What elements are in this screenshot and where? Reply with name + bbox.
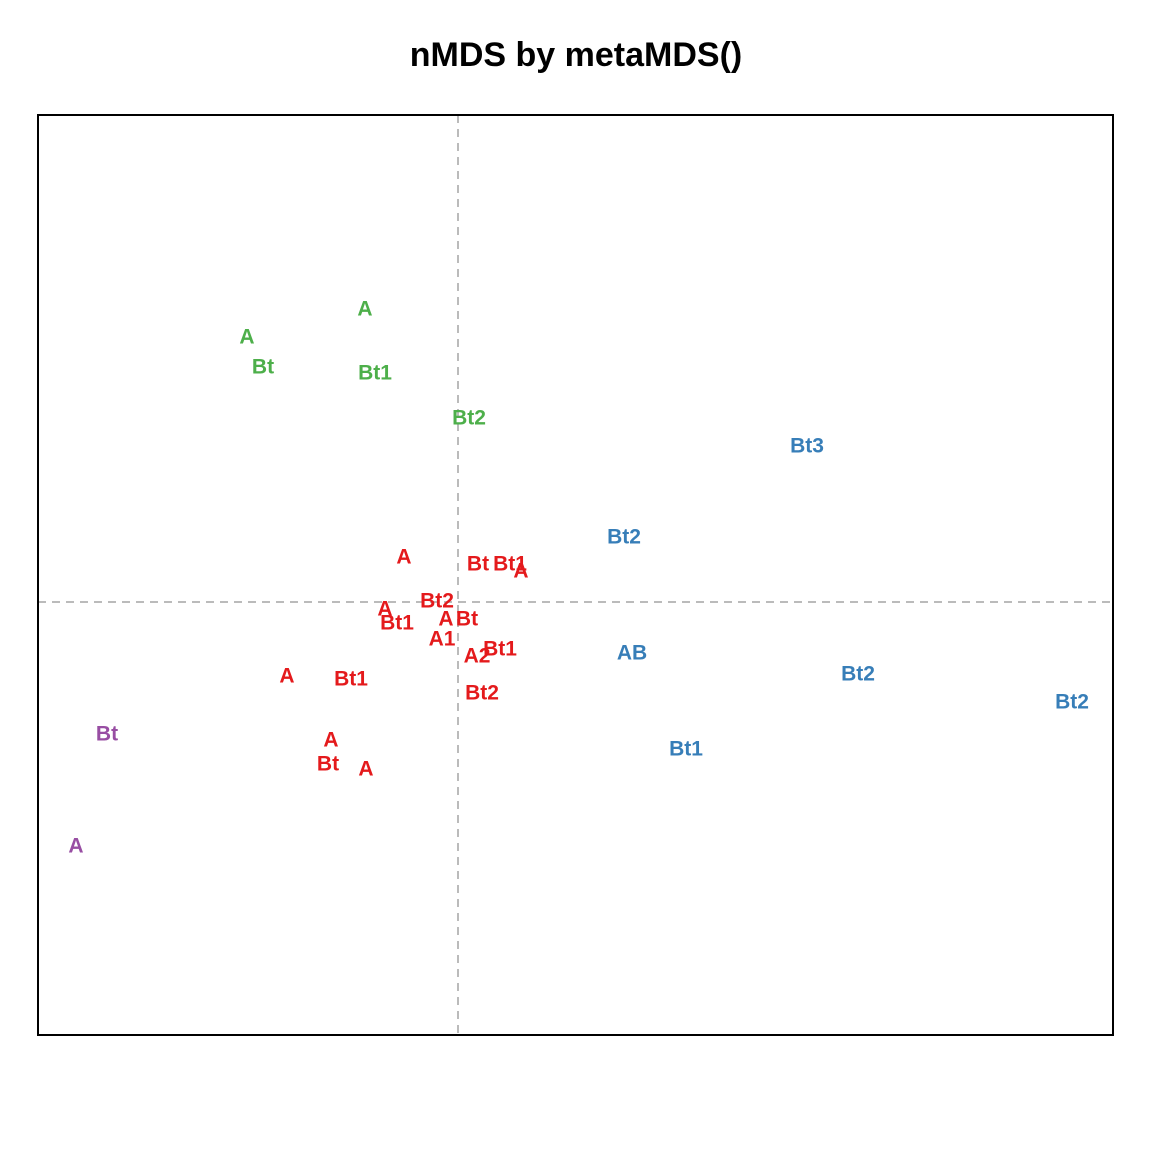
point-label: Bt1 [669, 738, 703, 761]
point-label: Bt2 [465, 682, 499, 705]
point-label: Bt [317, 753, 339, 776]
point-label: Bt2 [452, 407, 486, 430]
point-label: A [68, 835, 83, 858]
point-label: A1 [429, 628, 456, 651]
point-label: A [358, 758, 373, 781]
point-label: Bt1 [358, 362, 392, 385]
point-label: Bt2 [607, 526, 641, 549]
point-label: Bt [456, 608, 478, 631]
point-label: Bt2 [841, 663, 875, 686]
point-label: A [323, 729, 338, 752]
reference-lines [38, 115, 1113, 1035]
point-label: Bt [96, 723, 118, 746]
point-label: Bt1 [380, 612, 414, 635]
point-label: A [377, 598, 392, 621]
point-label: Bt3 [790, 435, 824, 458]
point-label: A [513, 560, 528, 583]
point-label: Bt1 [493, 553, 527, 576]
point-label: A [239, 326, 254, 349]
point-label: Bt [467, 553, 489, 576]
point-label: Bt [252, 356, 274, 379]
point-label: A [396, 546, 411, 569]
chart-title: nMDS by metaMDS() [409, 36, 743, 74]
point-label: A [279, 665, 294, 688]
point-label: AB [617, 642, 647, 665]
point-label: Bt1 [334, 668, 368, 691]
point-label: Bt1 [483, 638, 517, 661]
point-label: A [357, 298, 372, 321]
point-label: Bt2 [1055, 691, 1089, 714]
plot-frame [37, 114, 1114, 1036]
point-label: A2 [464, 645, 491, 668]
point-label: A [438, 608, 453, 631]
point-label: Bt2 [420, 590, 454, 613]
